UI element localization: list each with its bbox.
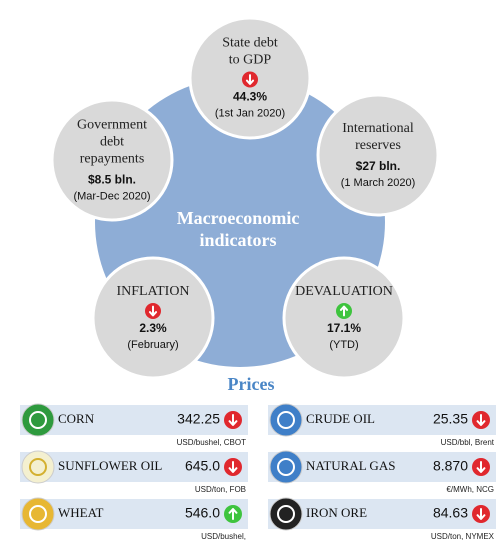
indicator-label: INFLATION [116, 284, 189, 299]
commodity-unit: USD/ton, FOB [195, 485, 246, 494]
indicator-label: State debt [222, 36, 278, 51]
arrow [245, 74, 255, 85]
commodity-unit: USD/bushel, CBOT [177, 438, 246, 447]
commodity-icon-inner [277, 411, 295, 429]
commodity-unit: €/MWh, NCG [446, 485, 494, 494]
arrow [228, 414, 238, 426]
commodity-price: 342.25 [177, 411, 220, 427]
price-band [268, 499, 496, 529]
indicator-note: (1 March 2020) [341, 177, 416, 189]
commodity-name: WHEAT [58, 505, 104, 520]
center-title: Macroeconomic [177, 208, 300, 228]
indicator-value: $27 bln. [356, 159, 401, 173]
price-band [20, 452, 248, 482]
indicator-label: to GDP [229, 53, 272, 68]
commodity-unit: USD/bbl, Brent [441, 438, 495, 447]
price-band [20, 405, 248, 435]
commodity-icon [269, 403, 303, 437]
indicator-label: International [342, 121, 414, 136]
commodity-icon-inner [29, 458, 47, 476]
commodity-price: 25.35 [433, 411, 468, 427]
indicator-label: Government [77, 118, 147, 133]
arrow [476, 461, 486, 473]
center-title: indicators [199, 230, 276, 250]
commodity-icon-inner [277, 458, 295, 476]
prices-title: Prices [228, 374, 275, 394]
indicator-value: 17.1% [327, 321, 361, 335]
price-band [268, 452, 496, 482]
indicator-circle [316, 93, 440, 217]
arrow [339, 305, 349, 317]
commodity-unit: USD/ton, NYMEX [431, 532, 495, 540]
indicator-note: (February) [127, 339, 178, 351]
commodity-price: 546.0 [185, 505, 220, 521]
commodity-name: NATURAL GAS [306, 458, 395, 473]
indicator-note: (Mar-Dec 2020) [73, 190, 150, 202]
indicator-circle [50, 98, 174, 222]
arrow [476, 508, 486, 520]
arrow [148, 305, 158, 317]
commodity-icon [21, 403, 55, 437]
indicator-value: 2.3% [139, 321, 167, 335]
indicator-value: 44.3% [233, 90, 267, 104]
indicator-value: $8.5 bln. [88, 173, 136, 187]
arrow [228, 461, 238, 473]
commodity-price: 8.870 [433, 458, 468, 474]
commodity-icon [269, 497, 303, 531]
indicator-note: (YTD) [329, 339, 358, 351]
commodity-icon-inner [277, 505, 295, 523]
price-band [268, 405, 496, 435]
price-band [20, 499, 248, 529]
commodity-name: SUNFLOWER OIL [58, 458, 162, 473]
commodity-icon [269, 450, 303, 484]
arrow [476, 414, 486, 426]
indicator-note: (1st Jan 2020) [215, 107, 285, 119]
indicator-label: DEVALUATION [295, 284, 393, 299]
indicator-label: debt [100, 135, 124, 150]
commodity-price: 645.0 [185, 458, 220, 474]
commodity-price: 84.63 [433, 505, 468, 521]
commodity-name: CRUDE OIL [306, 411, 375, 426]
commodity-icon-inner [29, 505, 47, 523]
indicator-label: reserves [355, 138, 401, 153]
commodity-name: IRON ORE [306, 505, 367, 520]
arrow [228, 508, 238, 520]
commodity-icon [21, 497, 55, 531]
commodity-unit: USD/bushel, [201, 532, 246, 540]
indicator-label: repayments [80, 152, 145, 167]
commodity-icon [21, 450, 55, 484]
commodity-name: CORN [58, 411, 95, 426]
commodity-icon-inner [29, 411, 47, 429]
